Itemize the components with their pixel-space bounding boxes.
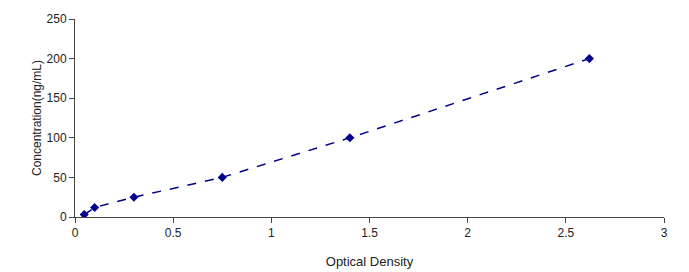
- svg-text:Concentration(ng/mL): Concentration(ng/mL): [30, 60, 44, 176]
- svg-text:200: 200: [47, 52, 67, 66]
- svg-text:2: 2: [464, 226, 471, 240]
- svg-text:1.5: 1.5: [361, 226, 378, 240]
- svg-text:250: 250: [47, 12, 67, 26]
- svg-text:2.5: 2.5: [557, 226, 574, 240]
- svg-text:3: 3: [661, 226, 668, 240]
- svg-text:150: 150: [47, 91, 67, 105]
- svg-text:Optical Density: Optical Density: [326, 254, 414, 269]
- svg-text:100: 100: [47, 131, 67, 145]
- svg-text:0: 0: [60, 210, 67, 224]
- svg-text:1: 1: [268, 226, 275, 240]
- svg-text:0.5: 0.5: [165, 226, 182, 240]
- svg-text:0: 0: [72, 226, 79, 240]
- svg-text:50: 50: [53, 171, 67, 185]
